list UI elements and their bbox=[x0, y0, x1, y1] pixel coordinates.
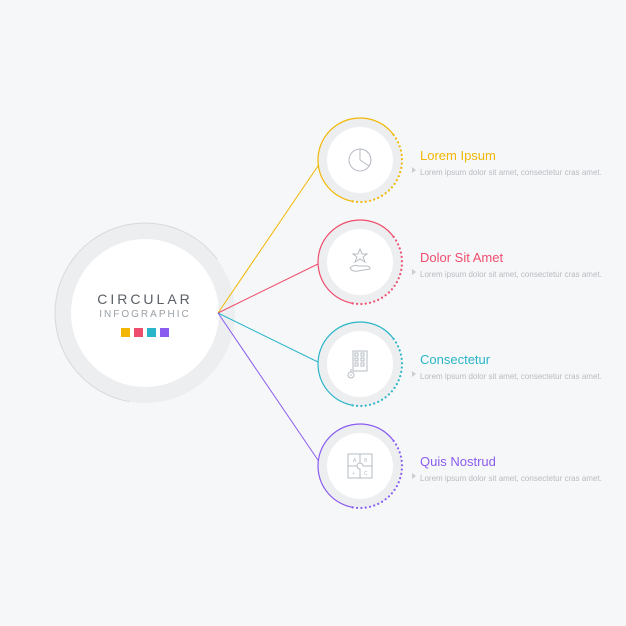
item-3-body: Lorem ipsum dolor sit amet, consectetur … bbox=[420, 371, 610, 383]
item-4-connector bbox=[218, 313, 322, 466]
hub-swatch-4 bbox=[160, 328, 169, 337]
svg-text:C: C bbox=[364, 471, 368, 477]
item-2-title: Dolor Sit Amet bbox=[420, 250, 610, 265]
item-2-connector bbox=[218, 262, 322, 313]
item-1-connector bbox=[218, 160, 322, 313]
item-2-chevron-icon bbox=[412, 269, 416, 275]
item-1-text: Lorem Ipsum Lorem ipsum dolor sit amet, c… bbox=[420, 148, 610, 179]
hub-title-line2: INFOGRAPHIC bbox=[75, 309, 215, 320]
item-1-title: Lorem Ipsum bbox=[420, 148, 610, 163]
hub-swatch-3 bbox=[147, 328, 156, 337]
item-2-text: Dolor Sit Amet Lorem ipsum dolor sit amet… bbox=[420, 250, 610, 281]
hub-swatch-2 bbox=[134, 328, 143, 337]
item-1-body: Lorem ipsum dolor sit amet, consectetur … bbox=[420, 167, 610, 179]
item-4-body: Lorem ipsum dolor sit amet, consectetur … bbox=[420, 473, 610, 485]
item-3-chevron-icon bbox=[412, 371, 416, 377]
hub-label: CIRCULAR INFOGRAPHIC bbox=[75, 291, 215, 337]
item-1-chevron-icon bbox=[412, 167, 416, 173]
hub-swatch-1 bbox=[121, 328, 130, 337]
item-3 bbox=[218, 313, 409, 413]
hub-swatches bbox=[75, 328, 215, 337]
item-2 bbox=[218, 213, 409, 313]
svg-text:+: + bbox=[352, 471, 355, 477]
hub-title-line1: CIRCULAR bbox=[75, 291, 215, 307]
item-4-text: Quis Nostrud Lorem ipsum dolor sit amet, … bbox=[420, 454, 610, 485]
item-4-title: Quis Nostrud bbox=[420, 454, 610, 469]
item-3-text: Consectetur Lorem ipsum dolor sit amet, c… bbox=[420, 352, 610, 383]
item-4-chevron-icon bbox=[412, 473, 416, 479]
item-3-title: Consectetur bbox=[420, 352, 610, 367]
item-3-connector bbox=[218, 313, 322, 364]
item-2-body: Lorem ipsum dolor sit amet, consectetur … bbox=[420, 269, 610, 281]
